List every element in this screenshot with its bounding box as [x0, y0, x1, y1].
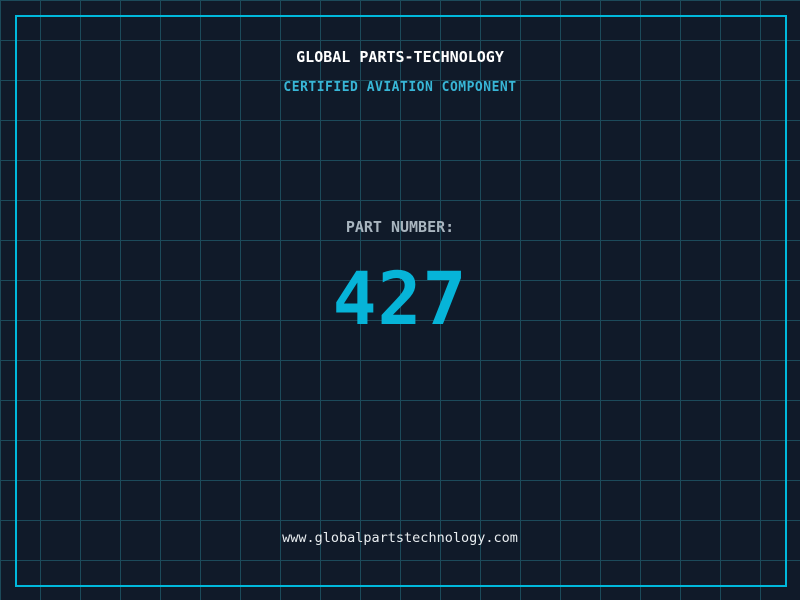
page-subtitle: CERTIFIED AVIATION COMPONENT: [283, 80, 517, 95]
part-number-label: PART NUMBER:: [345, 218, 455, 236]
page-title: GLOBAL PARTS-TECHNOLOGY: [296, 48, 504, 66]
footer-url: www.globalpartstechnology.com: [282, 530, 518, 546]
part-number-value: 427: [332, 257, 468, 342]
